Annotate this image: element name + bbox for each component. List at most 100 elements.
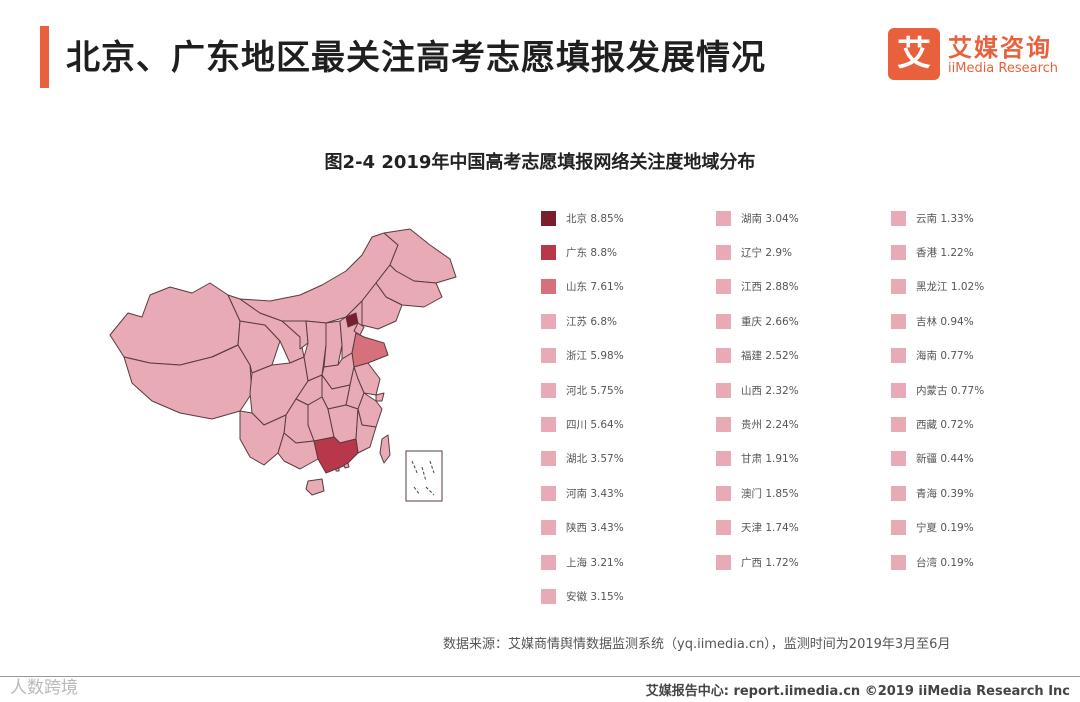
legend-swatch xyxy=(891,554,906,570)
legend-item: 福建 2.52% xyxy=(716,347,799,365)
legend-item: 江苏 6.8% xyxy=(541,312,617,330)
legend-label: 西藏 0.72% xyxy=(916,418,974,431)
legend-swatch xyxy=(541,520,556,536)
legend-label: 安徽 3.15% xyxy=(566,590,624,603)
legend-swatch xyxy=(891,485,906,501)
legend-item: 台湾 0.19% xyxy=(891,553,974,571)
title-accent-bar xyxy=(40,26,49,88)
legend-swatch xyxy=(716,416,731,432)
legend-item: 河北 5.75% xyxy=(541,381,624,399)
legend-swatch xyxy=(716,348,731,364)
legend-swatch xyxy=(716,279,731,295)
legend-item: 吉林 0.94% xyxy=(891,312,974,330)
chart-title: 图2-4 2019年中国高考志愿填报网络关注度地域分布 xyxy=(324,152,756,173)
legend-item: 广西 1.72% xyxy=(716,553,799,571)
map-region-taiwan xyxy=(379,434,391,464)
legend-swatch xyxy=(716,313,731,329)
legend-item: 香港 1.22% xyxy=(891,243,974,261)
logo-mark-icon: 艾 xyxy=(888,28,940,80)
map-region-shandong xyxy=(351,332,389,368)
legend-label: 辽宁 2.9% xyxy=(741,246,793,259)
legend-label: 黑龙江 1.02% xyxy=(916,281,985,294)
legend-item: 内蒙古 0.77% xyxy=(891,381,984,399)
map-region-aomen xyxy=(335,467,340,472)
legend-label: 澳门 1.85% xyxy=(741,487,799,500)
legend-item: 海南 0.77% xyxy=(891,347,974,365)
legend-item: 上海 3.21% xyxy=(541,553,624,571)
legend-label: 山东 7.61% xyxy=(566,281,624,294)
legend-swatch xyxy=(541,416,556,432)
legend-label: 四川 5.64% xyxy=(566,418,624,431)
legend-label: 广西 1.72% xyxy=(741,556,799,569)
legend-label: 新疆 0.44% xyxy=(916,453,974,466)
page-title: 北京、广东地区最关注高考志愿填报发展情况 xyxy=(66,38,766,78)
legend-label: 浙江 5.98% xyxy=(566,350,624,363)
legend-swatch xyxy=(541,382,556,398)
legend-swatch xyxy=(891,451,906,467)
legend-swatch xyxy=(541,554,556,570)
legend-swatch xyxy=(716,554,731,570)
legend-item: 河南 3.43% xyxy=(541,484,624,502)
legend-swatch xyxy=(891,313,906,329)
legend-item: 辽宁 2.9% xyxy=(716,243,792,261)
legend-swatch xyxy=(716,485,731,501)
logo-chinese-name: 艾媒咨询 xyxy=(948,34,1052,62)
legend-label: 甘肃 1.91% xyxy=(741,453,799,466)
map-region-ningxia xyxy=(281,320,309,350)
map-region-shanxi xyxy=(323,320,343,368)
legend-swatch xyxy=(716,244,731,260)
legend-label: 河南 3.43% xyxy=(566,487,624,500)
legend-swatch xyxy=(541,485,556,501)
legend-label: 贵州 2.24% xyxy=(741,418,799,431)
data-source-note: 数据来源：艾媒商情舆情数据监测系统（yq.iimedia.cn），监测时间为20… xyxy=(443,637,951,652)
legend-label: 重庆 2.66% xyxy=(741,315,799,328)
legend-item: 黑龙江 1.02% xyxy=(891,278,984,296)
legend-item: 山西 2.32% xyxy=(716,381,799,399)
legend-label: 云南 1.33% xyxy=(916,212,974,225)
legend-label: 海南 0.77% xyxy=(916,350,974,363)
legend-item: 云南 1.33% xyxy=(891,209,974,227)
legend-label: 内蒙古 0.77% xyxy=(916,384,985,397)
footer-divider xyxy=(0,676,1080,677)
legend-item: 贵州 2.24% xyxy=(716,415,799,433)
legend-swatch xyxy=(541,588,556,604)
legend-label: 山西 2.32% xyxy=(741,384,799,397)
legend-swatch xyxy=(891,348,906,364)
legend-swatch xyxy=(541,313,556,329)
legend-item: 新疆 0.44% xyxy=(891,450,974,468)
legend-label: 江西 2.88% xyxy=(741,281,799,294)
legend-label: 北京 8.85% xyxy=(566,212,624,225)
china-choropleth-map xyxy=(109,228,457,502)
legend-item: 西藏 0.72% xyxy=(891,415,974,433)
logo-english-name: iiMedia Research xyxy=(948,61,1059,76)
legend-label: 吉林 0.94% xyxy=(916,315,974,328)
legend-item: 四川 5.64% xyxy=(541,415,624,433)
legend-label: 天津 1.74% xyxy=(741,522,799,535)
legend-item: 陕西 3.43% xyxy=(541,519,624,537)
legend-swatch xyxy=(541,451,556,467)
legend-item: 澳门 1.85% xyxy=(716,484,799,502)
legend-item: 浙江 5.98% xyxy=(541,347,624,365)
iimedia-logo: 艾 艾媒咨询 iiMedia Research xyxy=(888,28,1068,84)
map-region-guangxi xyxy=(277,432,319,470)
south-china-sea-inset xyxy=(405,450,443,502)
legend-item: 宁夏 0.19% xyxy=(891,519,974,537)
map-region-xianggang xyxy=(343,462,350,469)
legend-swatch xyxy=(716,451,731,467)
legend-label: 江苏 6.8% xyxy=(566,315,618,328)
watermark-text: 人数跨境 xyxy=(10,678,78,698)
legend-item: 安徽 3.15% xyxy=(541,587,624,605)
legend-label: 福建 2.52% xyxy=(741,350,799,363)
legend-item: 重庆 2.66% xyxy=(716,312,799,330)
legend-label: 湖北 3.57% xyxy=(566,453,624,466)
legend-label: 台湾 0.19% xyxy=(916,556,974,569)
legend-swatch xyxy=(716,382,731,398)
legend-swatch xyxy=(541,279,556,295)
legend-label: 青海 0.39% xyxy=(916,487,974,500)
legend-item: 北京 8.85% xyxy=(541,209,624,227)
legend-item: 山东 7.61% xyxy=(541,278,624,296)
legend-swatch xyxy=(891,382,906,398)
legend-label: 河北 5.75% xyxy=(566,384,624,397)
map-region-hainan xyxy=(305,478,325,496)
legend-item: 湖南 3.04% xyxy=(716,209,799,227)
